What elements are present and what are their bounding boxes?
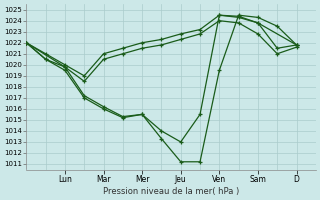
X-axis label: Pression niveau de la mer( hPa ): Pression niveau de la mer( hPa ) [103, 187, 239, 196]
